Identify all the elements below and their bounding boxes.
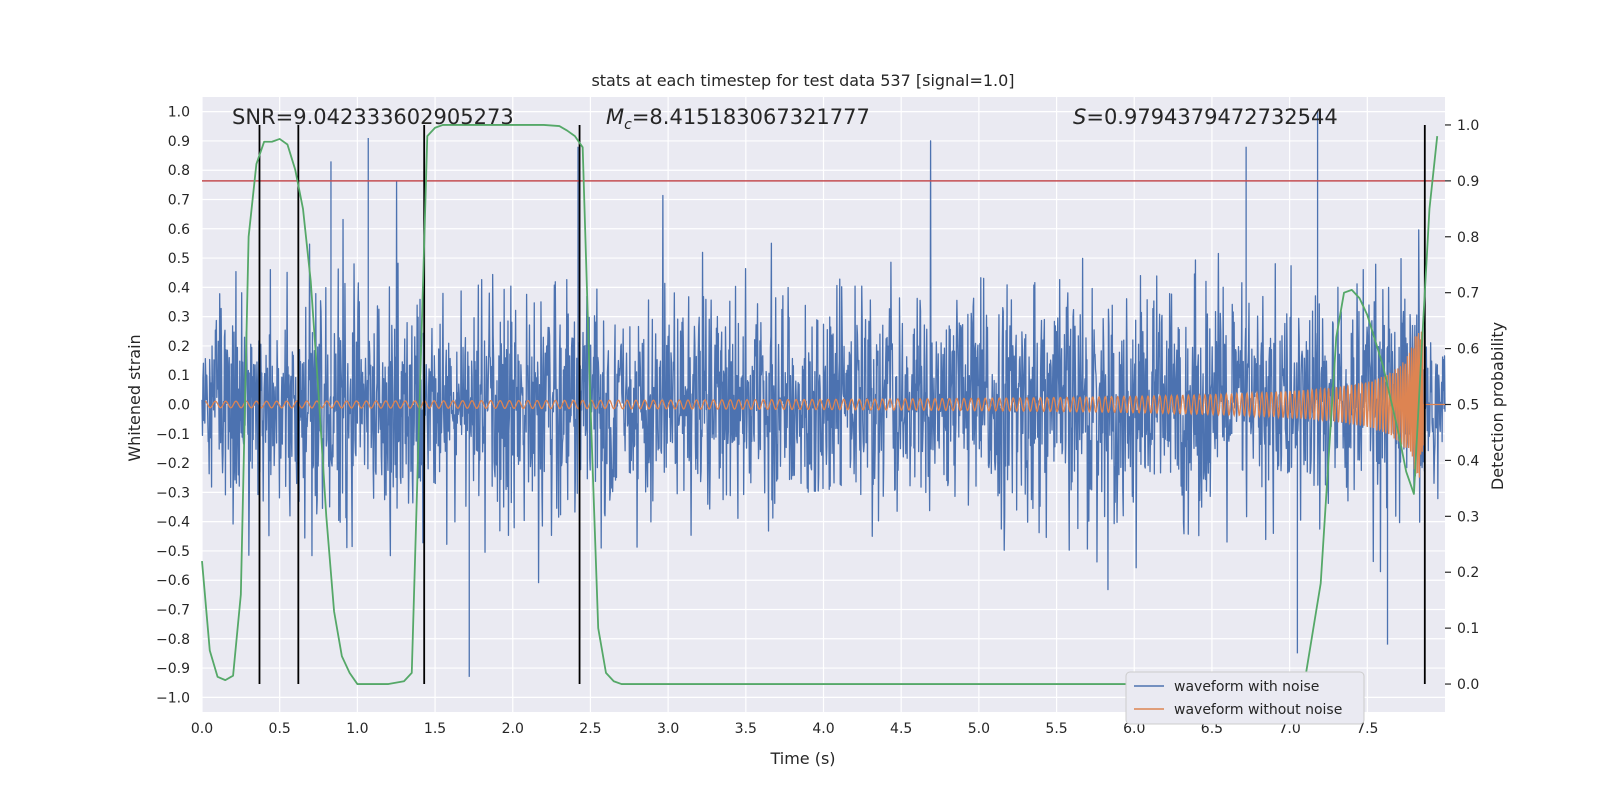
- y-left-tick-label: −0.9: [156, 661, 190, 677]
- chirp-mass-value: =8.415183067321777: [632, 105, 870, 129]
- score-value: =0.9794379472732544: [1086, 105, 1337, 129]
- vertical-markers: [258, 124, 1426, 685]
- y-left-tick-label: 0.9: [168, 134, 190, 150]
- x-tick-label: 0.0: [191, 721, 213, 737]
- y-left-tick-label: −0.8: [156, 632, 190, 648]
- detection-probability-line: [201, 124, 1439, 685]
- legend-label-noise: waveform with noise: [1174, 679, 1319, 695]
- x-tick-label: 3.5: [735, 721, 757, 737]
- y-left-tick-label: 0.3: [168, 310, 190, 326]
- clean-waveform-line: [204, 331, 1445, 478]
- snr-annotation: SNR=9.042333602905273: [232, 105, 514, 129]
- x-tick-label: 7.0: [1278, 721, 1300, 737]
- x-tick-label: 5.5: [1045, 721, 1067, 737]
- score-annotation: S=0.9794379472732544: [1073, 105, 1338, 129]
- legend-box: [1125, 671, 1365, 725]
- x-tick-label: 2.0: [502, 721, 524, 737]
- chirp-mass-symbol: M: [606, 105, 624, 129]
- y-left-tick-label: 0.2: [168, 339, 190, 355]
- y-left-axis-ticks: 1.0 0.9 0.8 0.7 0.6 0.5 0.4 0.3 0.2 0.1 0.0 −0.1 −0.…: [156, 105, 190, 707]
- x-tick-label: 4.5: [890, 721, 912, 737]
- y-right-axis-ticks: 1.0 0.9 0.8 0.7 0.6 0.5 0.4 0.3 0.2 0.1 0.0: [1445, 118, 1479, 693]
- y-right-tick-label: 0.9: [1457, 174, 1479, 190]
- x-tick-label: 6.5: [1201, 721, 1223, 737]
- y-left-tick-label: 1.0: [168, 105, 190, 121]
- y-left-tick-label: −1.0: [156, 690, 190, 706]
- y-right-axis-label: Detection probability: [1488, 322, 1507, 490]
- y-right-tick-label: 0.4: [1457, 453, 1479, 469]
- y-left-tick-label: 0.5: [168, 251, 190, 267]
- y-left-tick-label: −0.1: [156, 427, 190, 443]
- y-right-tick-label: 0.3: [1457, 509, 1479, 525]
- y-right-tick-label: 0.6: [1457, 342, 1479, 358]
- x-tick-label: 5.0: [968, 721, 990, 737]
- x-tick-label: 4.0: [812, 721, 834, 737]
- y-left-tick-label: 0.8: [168, 163, 190, 179]
- y-left-axis-label: Whitened strain: [125, 334, 144, 461]
- x-tick-label: 0.5: [269, 721, 291, 737]
- y-left-tick-label: −0.7: [156, 603, 190, 619]
- x-tick-label: 6.0: [1123, 721, 1145, 737]
- x-tick-label: 3.0: [657, 721, 679, 737]
- chart-title: stats at each timestep for test data 537…: [591, 71, 1014, 90]
- y-right-tick-label: 0.0: [1457, 677, 1479, 693]
- y-left-tick-label: −0.3: [156, 485, 190, 501]
- score-symbol: S: [1073, 105, 1086, 129]
- y-right-tick-label: 0.1: [1457, 621, 1479, 637]
- y-left-tick-label: −0.6: [156, 573, 190, 589]
- y-right-tick-label: 0.2: [1457, 565, 1479, 581]
- y-right-tick-label: 0.5: [1457, 398, 1479, 414]
- y-left-tick-label: 0.0: [168, 398, 190, 414]
- y-left-tick-label: −0.2: [156, 456, 190, 472]
- y-left-tick-label: 0.4: [168, 280, 190, 296]
- legend-label-clean: waveform without noise: [1174, 702, 1342, 718]
- y-left-tick-label: 0.6: [168, 222, 190, 238]
- x-tick-label: 7.5: [1356, 721, 1378, 737]
- y-right-tick-label: 0.7: [1457, 286, 1479, 302]
- chirp-mass-subscript: c: [624, 117, 632, 133]
- x-tick-label: 2.5: [579, 721, 601, 737]
- x-tick-label: 1.5: [424, 721, 446, 737]
- x-axis-ticks: 0.0 0.5 1.0 1.5 2.0 2.5 3.0 3.5 4.0 4.5 5.0 5.5 6.0 6…: [191, 721, 1379, 737]
- y-left-tick-label: −0.5: [156, 544, 190, 560]
- chirp-mass-annotation: Mc=8.415183067321777: [606, 105, 870, 133]
- series-detection-probability: [201, 124, 1439, 685]
- y-right-tick-label: 0.8: [1457, 230, 1479, 246]
- y-left-tick-label: 0.7: [168, 193, 190, 209]
- series-waveform-without-noise: [204, 331, 1445, 478]
- y-left-tick-label: 0.1: [168, 368, 190, 384]
- x-axis-label: Time (s): [769, 749, 835, 768]
- y-right-tick-label: 1.0: [1457, 118, 1479, 134]
- legend: waveform with noise waveform without noi…: [1125, 671, 1365, 725]
- x-tick-label: 1.0: [346, 721, 368, 737]
- y-left-tick-label: −0.4: [156, 515, 190, 531]
